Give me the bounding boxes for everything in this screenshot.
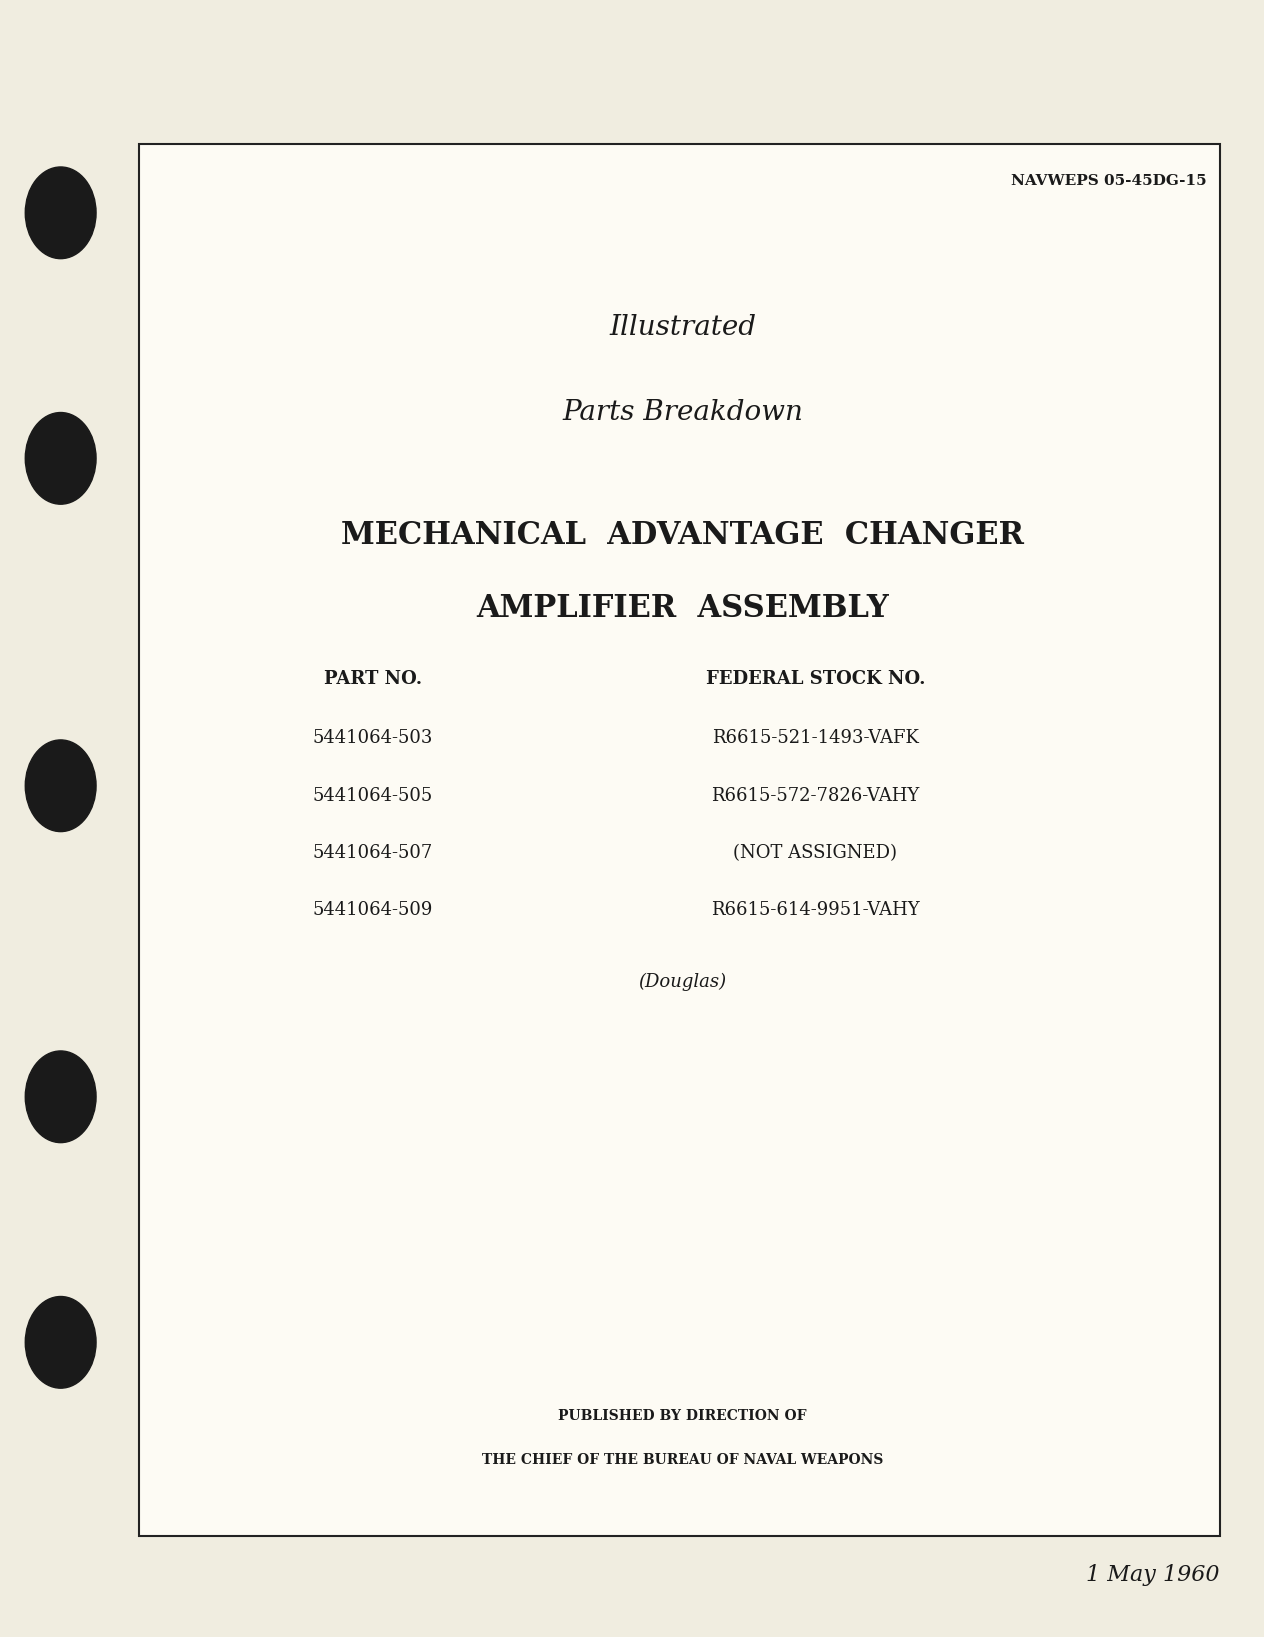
Text: 5441064-507: 5441064-507: [312, 845, 434, 861]
Text: NAVWEPS 05-45DG-15: NAVWEPS 05-45DG-15: [1011, 174, 1207, 188]
Text: R6615-572-7826-VAHY: R6615-572-7826-VAHY: [712, 787, 919, 804]
Text: (Douglas): (Douglas): [638, 972, 727, 992]
Text: PUBLISHED BY DIRECTION OF: PUBLISHED BY DIRECTION OF: [559, 1409, 806, 1423]
Circle shape: [25, 740, 96, 832]
Text: FEDERAL STOCK NO.: FEDERAL STOCK NO.: [705, 671, 925, 688]
Circle shape: [25, 1297, 96, 1388]
Text: Parts Breakdown: Parts Breakdown: [562, 399, 803, 426]
Text: (NOT ASSIGNED): (NOT ASSIGNED): [733, 845, 897, 861]
Text: MECHANICAL  ADVANTAGE  CHANGER: MECHANICAL ADVANTAGE CHANGER: [341, 521, 1024, 550]
Circle shape: [25, 1051, 96, 1143]
FancyBboxPatch shape: [139, 144, 1220, 1536]
Text: R6615-614-9951-VAHY: R6615-614-9951-VAHY: [710, 902, 920, 918]
Text: 5441064-503: 5441064-503: [312, 730, 434, 746]
Circle shape: [25, 167, 96, 259]
Text: PART NO.: PART NO.: [324, 671, 422, 688]
Text: THE CHIEF OF THE BUREAU OF NAVAL WEAPONS: THE CHIEF OF THE BUREAU OF NAVAL WEAPONS: [482, 1454, 884, 1467]
Text: AMPLIFIER  ASSEMBLY: AMPLIFIER ASSEMBLY: [477, 594, 889, 624]
Text: Illustrated: Illustrated: [609, 314, 756, 340]
Text: 5441064-505: 5441064-505: [312, 787, 434, 804]
Text: R6615-521-1493-VAFK: R6615-521-1493-VAFK: [712, 730, 919, 746]
Text: 1 May 1960: 1 May 1960: [1086, 1563, 1220, 1586]
Text: 5441064-509: 5441064-509: [312, 902, 434, 918]
Circle shape: [25, 413, 96, 504]
